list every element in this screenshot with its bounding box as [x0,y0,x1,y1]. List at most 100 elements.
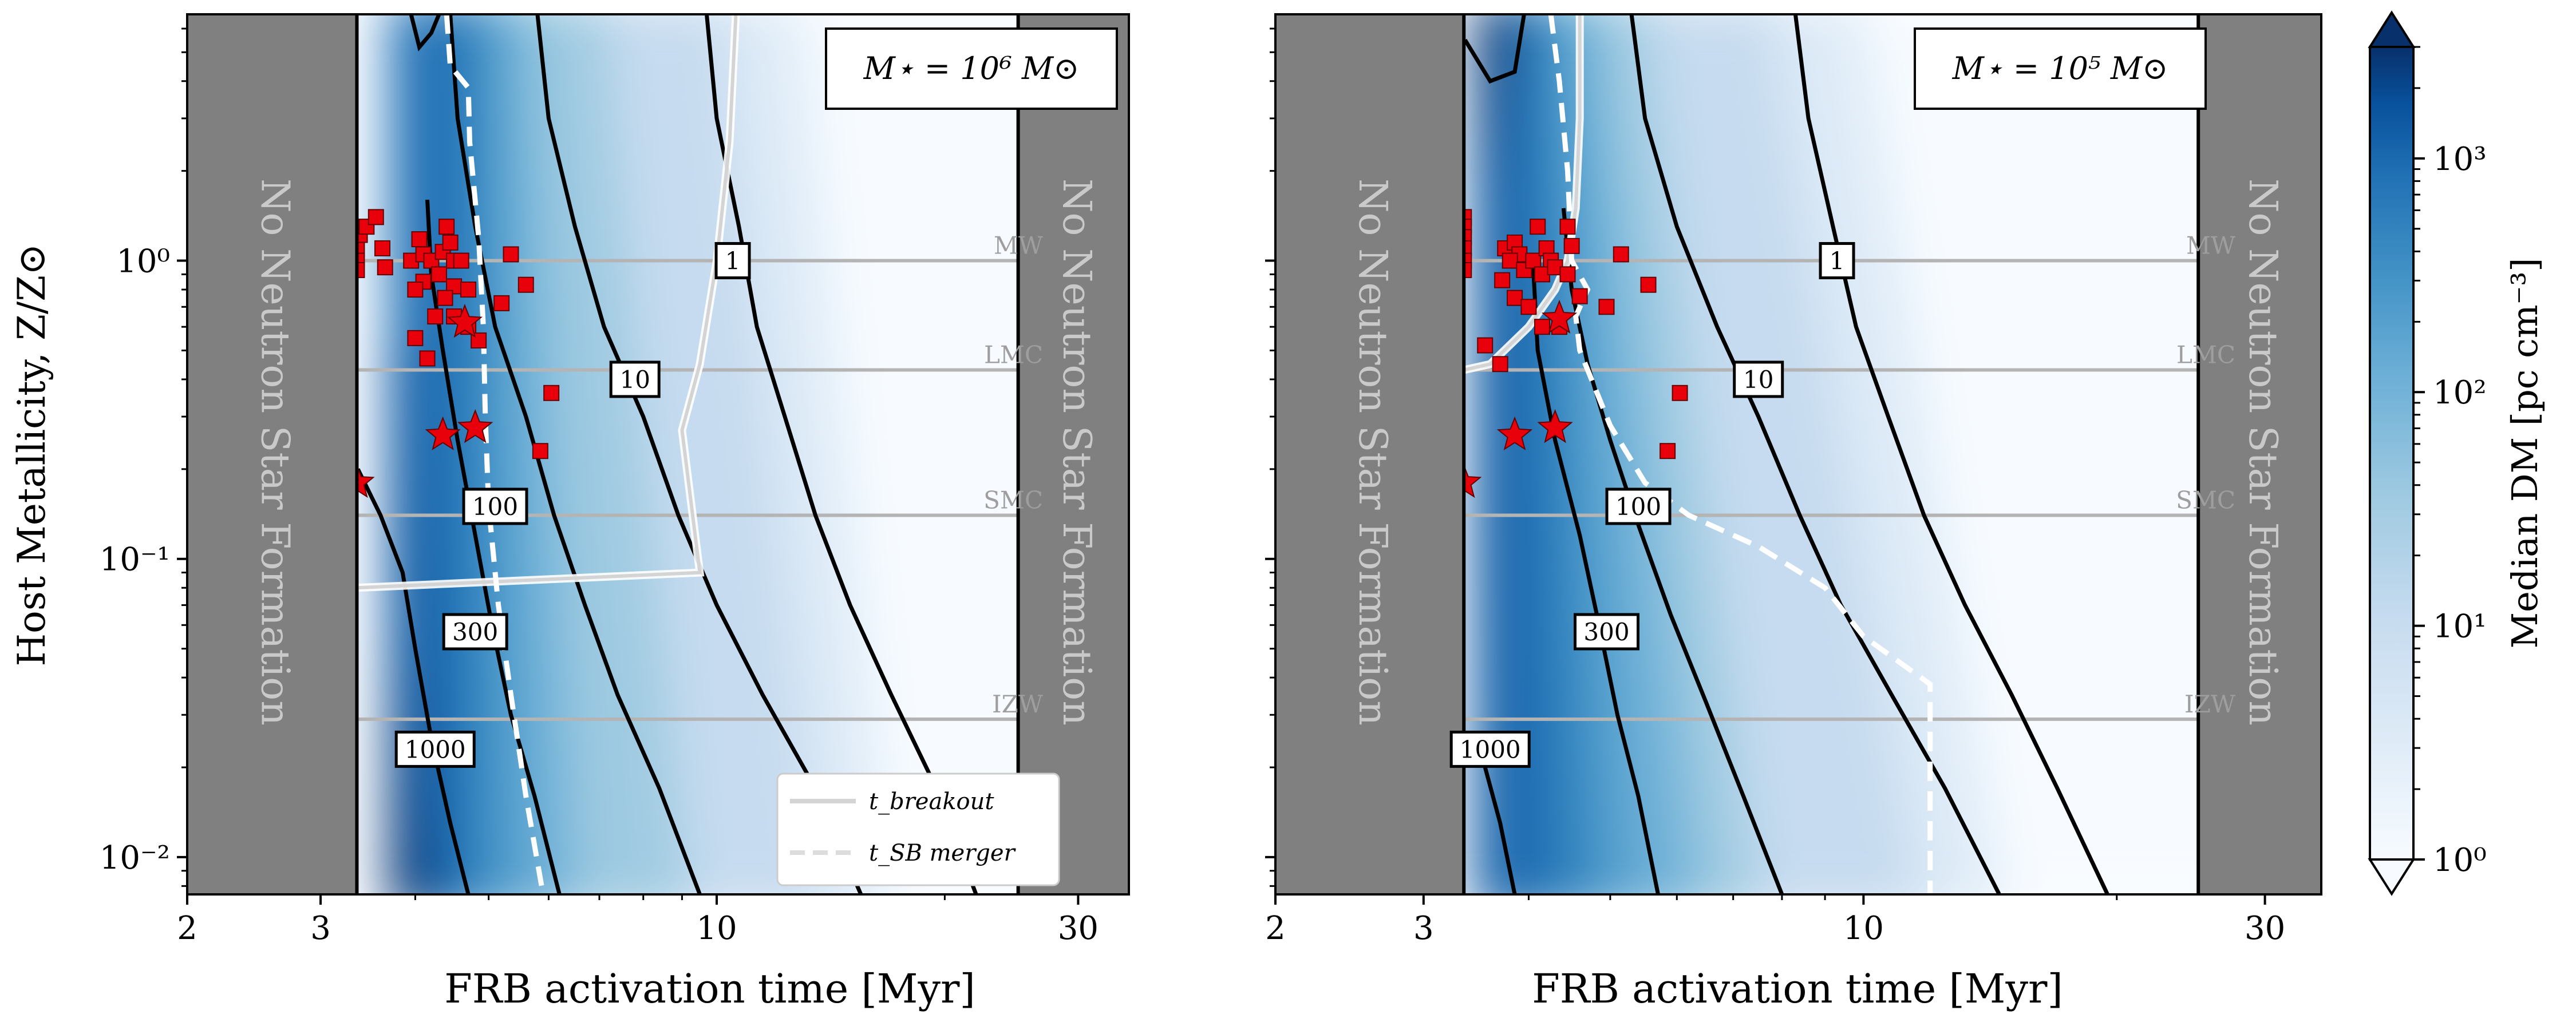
contour-label-box-10 [1733,360,1784,398]
breakout-line [357,14,738,590]
sb-merger-right [1548,14,1933,894]
contour-label-10: 10 [619,366,650,394]
contour-label-box-1000 [1449,730,1531,768]
contour-3000 [1463,14,1526,84]
panel-title-right: M⋆ = 10⁵ M⊙ [1952,50,2168,86]
contour-label-1: 1 [725,247,741,275]
contours-left [356,14,978,894]
colorbar-label: Median DM [pc cm⁻³] [2504,258,2546,649]
frb-marker [1559,219,1576,235]
contour-label-100: 100 [472,493,518,521]
x-tick-label: 2 [177,910,197,947]
ref-label-mw: MW [994,232,1044,260]
contour-labels-left: 1 10 100 300 1000 [394,242,751,768]
y-tick-label: 10⁻² [100,839,170,877]
x-tick-label: 30 [2245,910,2285,947]
colorbar-extend-max [2368,10,2416,48]
frb-marker [411,231,428,248]
colorbar-tick-label: 10¹ [2433,608,2487,645]
ref-label-lmc: LMC [984,341,1043,369]
ref-labels-right: MW LMC SMC IZW [2176,232,2236,718]
x-tick-label: 10 [696,910,737,947]
contour-label-10: 10 [1743,366,1773,394]
ref-label-mw: MW [2186,232,2236,260]
frb-marker [430,266,447,283]
frb-marker [1613,246,1629,263]
colorbar: 10⁰ 10¹ 10² 10³ Median DM [pc cm⁻³] [2368,10,2546,896]
contour-labels-right: 1 10 100 300 1000 [1449,242,1855,768]
x-axis-label-left: FRB activation time [Myr] [444,965,975,1012]
star-marker [1537,409,1573,443]
contour-label-box-10 [609,360,661,398]
contour-100 [448,14,702,894]
frb-marker [438,219,455,235]
y-tick-label: 10⁻¹ [100,541,170,579]
legend: t_breakout t_SB merger [776,772,1060,886]
panel-left: No Neutron Star Formation No Neutron Star… [100,13,1130,947]
contour-300 [1531,267,1660,894]
ref-label-izw: IZW [2184,690,2236,718]
x-tick-label: 3 [1413,910,1434,947]
frb-marker [427,308,444,325]
colorbar-tick-label: 10² [2433,374,2487,411]
frb-marker [1520,299,1537,315]
no-ns-label: No Neutron Star Formation [1054,179,1099,726]
frb-marker [532,443,548,459]
frb-marker [453,252,469,269]
x-axis-label-right: FRB activation time [Myr] [1532,965,2063,1012]
frb-marker [1640,276,1657,293]
colorbar-tick-label: 10⁰ [2433,842,2487,879]
frb-marker [1559,266,1576,283]
contour-label-1: 1 [1830,247,1845,275]
y-axis-label: Host Metallicity, Z/Z⊙ [10,244,54,667]
ref-label-smc: SMC [983,486,1043,514]
contour-300 [425,199,562,894]
colorbar-gradient [2370,47,2413,859]
contour-10 [1629,14,2001,894]
contour-label-300: 300 [452,618,498,646]
frb-marker [1672,385,1688,401]
contour-label-1000: 1000 [405,735,466,763]
frb-marker [1530,219,1546,235]
ns-regions-right: No Neutron Star Formation No Neutron Star… [1275,14,2321,894]
contour-label-box-100 [1605,488,1672,525]
contour-label-box-100 [462,488,528,525]
star-marker [447,303,483,338]
frb-marker [1534,319,1550,335]
x-tick-label: 3 [310,910,331,947]
ref-labels-left: MW LMC SMC IZW [983,232,1044,718]
frb-marker [543,385,560,401]
contour-3000 [409,14,441,52]
frame-left [186,13,1130,896]
no-ns-region [1018,14,1129,894]
frb-marker [517,276,534,293]
contour-label-box-1 [714,242,751,280]
legend-breakout-label: t_breakout [869,789,994,815]
no-ns-region [187,14,357,894]
no-ns-region [1275,14,1464,894]
star-marker [1541,299,1578,334]
no-ns-label: No Neutron Star Formation [2240,179,2285,726]
frb-marker [368,209,384,225]
frb-marker [407,330,424,346]
frb-marker [1660,443,1676,459]
contour-1 [1793,14,2109,894]
ref-label-smc: SMC [2176,486,2235,514]
frb-marker [358,219,375,235]
frb-marker [1507,290,1523,306]
colorbar-tick-label: 10³ [2433,141,2487,178]
frame-right [1274,13,2322,896]
sb-merger-line [444,14,546,894]
contour-label-100: 100 [1615,493,1661,521]
ref-label-izw: IZW [992,690,1044,718]
y-tick-label: 10⁰ [116,243,170,280]
title-box-left: M⋆ = 10⁶ M⊙ [825,27,1118,110]
x-tick-label: 10 [1843,910,1884,947]
breakout-left [357,14,740,592]
ns-regions-left: No Neutron Star Formation No Neutron Star… [187,14,1129,894]
frb-marker [419,350,436,367]
frb-marker [1525,252,1542,269]
ref-label-lmc: LMC [2176,341,2235,369]
x-tick-label: 30 [1058,910,1099,947]
